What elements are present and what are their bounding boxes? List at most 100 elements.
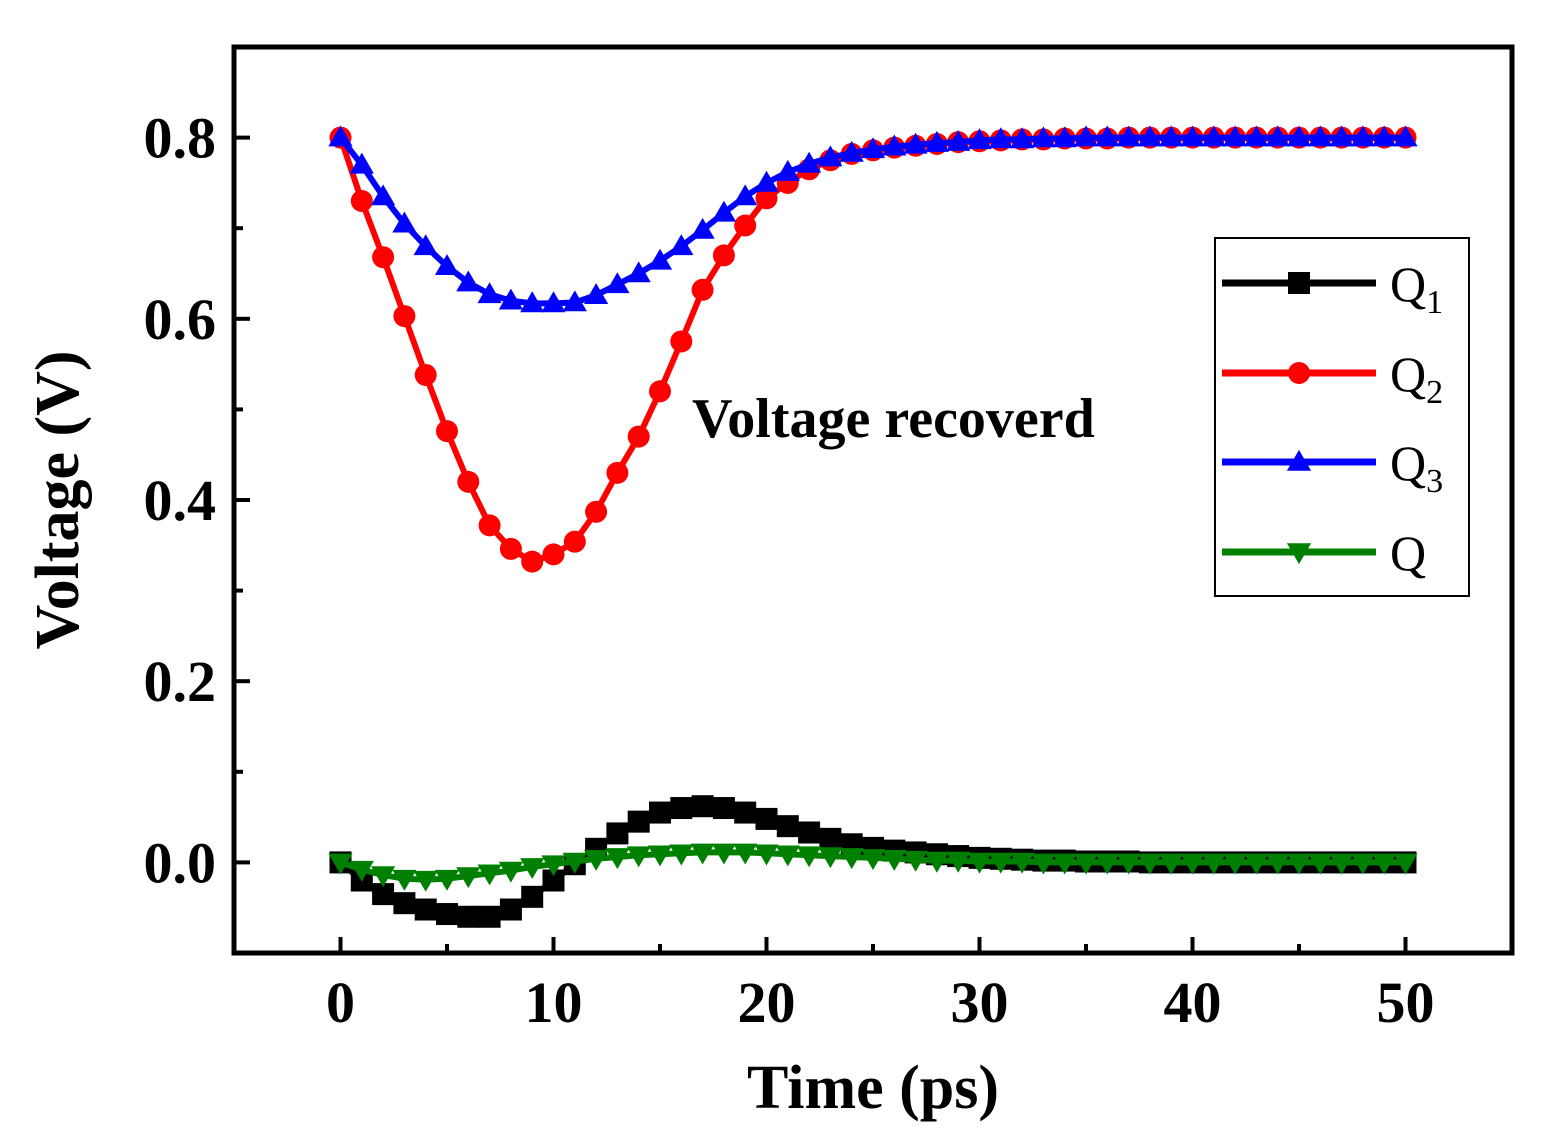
x-tick-label: 20 <box>738 970 796 1035</box>
series-3-point <box>882 134 907 156</box>
series-4-point <box>1223 853 1248 875</box>
y-tick-label: 0.4 <box>144 468 217 533</box>
series-3-point <box>797 151 822 173</box>
series-1-point <box>521 885 544 908</box>
series-2-point <box>712 244 735 267</box>
annotation-voltage-recovered: Voltage recoverd <box>692 388 1095 450</box>
series-4-point <box>988 852 1013 874</box>
series-4-point <box>1073 853 1099 875</box>
series-2-point <box>393 305 416 328</box>
series-3-point <box>605 272 630 294</box>
series-3-point <box>584 283 609 305</box>
legend-label: Q <box>1390 525 1426 581</box>
series-2-point <box>627 425 650 448</box>
series-4-point <box>882 849 907 871</box>
legend-entry-3: Q3 <box>1222 435 1443 500</box>
series-4-point <box>1372 853 1397 875</box>
x-tick-label: 50 <box>1377 970 1435 1035</box>
series-3-point <box>754 170 779 192</box>
series-4-point <box>1010 852 1035 874</box>
series-4-point <box>818 847 843 869</box>
series-3-point <box>562 290 587 312</box>
y-axis-title: Voltage (V) <box>24 350 92 649</box>
series-2-point <box>755 187 778 210</box>
series-1-point <box>372 883 395 906</box>
series-3-point <box>477 282 502 304</box>
series-3-point <box>1137 125 1162 147</box>
x-tick-label: 40 <box>1164 970 1222 1035</box>
series-3-point <box>1052 126 1077 148</box>
series-3-point <box>647 248 673 270</box>
series-4-point <box>562 852 587 874</box>
series-2-point <box>734 214 757 237</box>
series-2-point <box>478 514 501 537</box>
x-axis-title: Time (ps) <box>747 1054 999 1122</box>
series-3-point <box>988 127 1013 149</box>
series-4-point <box>477 864 502 886</box>
series-1-point <box>542 869 565 892</box>
series-2-point <box>372 246 395 269</box>
series-1-point <box>819 827 842 850</box>
series-4-point <box>1201 853 1226 875</box>
series-4-point <box>924 851 949 873</box>
series-4-point <box>1159 853 1184 875</box>
series-1-point <box>712 797 735 820</box>
series-2-point <box>563 530 586 553</box>
series-4-point <box>967 852 992 874</box>
series-3-point <box>1372 125 1397 147</box>
series-4-point <box>647 845 673 867</box>
y-tick-label: 0.0 <box>144 830 217 895</box>
series-3-point <box>1180 125 1205 147</box>
series-4-point <box>605 848 630 870</box>
series-2-point <box>670 330 693 353</box>
series-3-point <box>690 217 715 239</box>
series-2-point <box>499 537 522 560</box>
series-1-point <box>478 905 501 928</box>
series-1-point <box>627 810 650 833</box>
series-3 <box>328 125 1418 313</box>
series-3-point <box>1286 125 1312 147</box>
series-2-point <box>436 420 458 443</box>
x-tick-label: 30 <box>951 970 1009 1035</box>
legend-marker <box>1288 272 1310 294</box>
series-1-point <box>755 807 778 830</box>
series-4-point <box>456 867 481 889</box>
series-3-point <box>946 130 971 151</box>
series-4-point <box>1031 853 1056 875</box>
series-3-point <box>967 128 992 150</box>
series-2-point <box>649 380 671 403</box>
y-tick-label: 0.8 <box>144 106 217 171</box>
series-4-point <box>1286 853 1312 875</box>
y-tick-label: 0.2 <box>144 649 217 714</box>
series-3-point <box>1095 125 1120 147</box>
series-3-point <box>434 254 460 276</box>
series-4-point <box>1137 853 1162 875</box>
series-4-point <box>541 855 566 877</box>
series-2-point <box>414 363 437 386</box>
series-2-point <box>691 278 714 301</box>
series-4-point <box>1265 853 1290 875</box>
series-3-point <box>328 125 353 147</box>
series-1-point <box>436 903 458 926</box>
series-4-point <box>669 844 694 866</box>
series-3-point <box>541 291 566 313</box>
series-3-point <box>371 184 396 206</box>
series-1-point <box>734 801 757 824</box>
series-4-point <box>946 851 971 873</box>
series-3-point <box>413 234 438 256</box>
series-4-point <box>711 843 736 865</box>
series-4-point <box>1308 853 1333 875</box>
series-3-point <box>669 234 694 256</box>
series-1-point <box>606 822 629 845</box>
legend-entry-4: Q <box>1222 525 1426 581</box>
series-3-point <box>1329 125 1354 147</box>
legend-marker <box>1288 362 1310 384</box>
series-3-point <box>903 132 928 154</box>
series-1-point <box>499 898 522 921</box>
series-3-point <box>711 200 736 222</box>
series-4-point <box>1180 853 1205 875</box>
series-3-point <box>818 145 843 167</box>
series-4-point <box>1329 853 1354 875</box>
